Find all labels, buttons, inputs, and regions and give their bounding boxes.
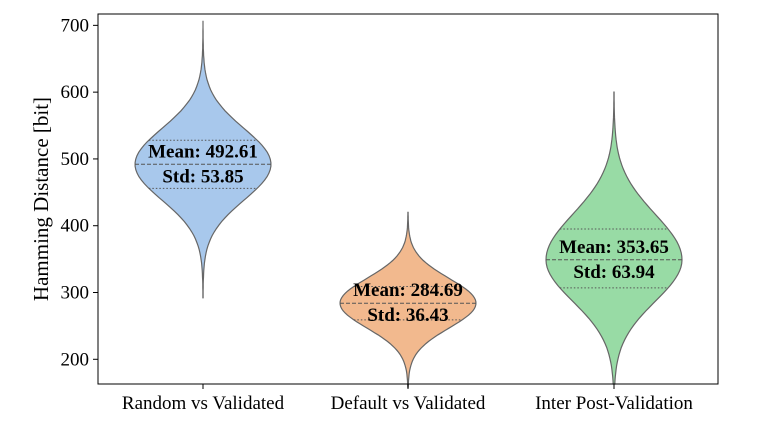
violin-body-3 — [545, 91, 683, 385]
x-tick-label-2: Default vs Validated — [331, 393, 486, 414]
y-tick-label-300: 300 — [61, 283, 90, 304]
std-label-2: Std: 36.43 — [367, 305, 448, 326]
violin-body-2 — [339, 211, 477, 388]
y-tick-label-400: 400 — [61, 216, 90, 237]
plot-frame — [97, 13, 719, 385]
mean-label-3: Mean: 353.65 — [559, 237, 669, 258]
y-axis-title: Hamming Distance [bit] — [29, 97, 53, 301]
mean-label-1: Mean: 492.61 — [148, 141, 258, 162]
y-tick-label-600: 600 — [61, 82, 90, 103]
y-tick-label-700: 700 — [61, 15, 90, 36]
x-tick-label-1: Random vs Validated — [122, 393, 285, 414]
std-label-3: Std: 63.94 — [573, 262, 655, 283]
y-tick-label-200: 200 — [61, 349, 90, 370]
y-tick-label-500: 500 — [61, 149, 90, 170]
std-label-1: Std: 53.85 — [162, 166, 243, 187]
violin-body-1 — [134, 20, 272, 299]
mean-label-2: Mean: 284.69 — [353, 280, 463, 301]
x-tick-label-3: Inter Post-Validation — [535, 393, 693, 414]
